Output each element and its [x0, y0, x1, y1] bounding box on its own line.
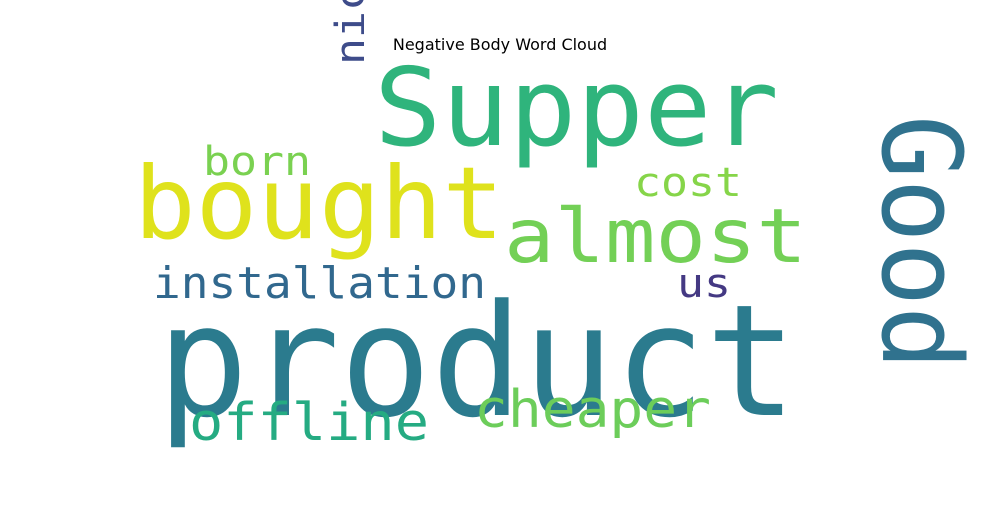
- word-supper: Supper: [374, 46, 779, 171]
- word-offline: offline: [189, 393, 429, 453]
- word-cheaper: cheaper: [474, 380, 711, 440]
- word-bought: bought: [134, 145, 504, 262]
- word-product: product: [157, 271, 797, 452]
- word-almost: almost: [504, 192, 807, 280]
- word-installation: installation: [153, 258, 486, 309]
- word-born: born: [203, 139, 311, 185]
- word-cost: cost: [634, 160, 742, 206]
- chart-title: Negative Body Word Cloud: [392, 35, 608, 54]
- word-good: Good: [857, 115, 985, 370]
- word-us: us: [677, 261, 731, 307]
- word-nice: nice: [328, 0, 374, 65]
